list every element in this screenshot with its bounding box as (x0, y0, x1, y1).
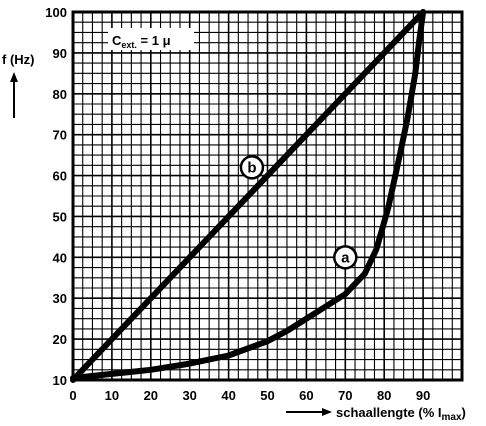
y-tick-label: 80 (53, 87, 67, 102)
y-tick-label: 20 (53, 332, 67, 347)
x-tick-label: 20 (144, 388, 158, 403)
series-line-b (70, 9, 427, 383)
y-tick-label: 60 (53, 169, 67, 184)
x-axis-label: schaallengte (% Imax) (336, 405, 466, 423)
x-tick-label: 60 (299, 388, 313, 403)
series-label-b: b (247, 159, 256, 176)
y-tick-label: 100 (45, 5, 67, 20)
y-tick-label: 10 (53, 373, 67, 388)
series-label-circle-a (333, 245, 358, 270)
y-tick-label: 40 (53, 250, 67, 265)
y-tick-label: 30 (53, 291, 67, 306)
series-labels: ba (239, 155, 358, 270)
x-tick-label: 0 (69, 388, 76, 403)
x-tick-label: 70 (338, 388, 352, 403)
x-tick-label: 50 (260, 388, 274, 403)
y-tick-label: 50 (53, 209, 67, 224)
series-line-a (70, 9, 427, 381)
x-axis-arrow-head (322, 408, 332, 416)
x-tick-label: 30 (182, 388, 196, 403)
y-axis-label-group: f (Hz) (2, 52, 35, 118)
y-tick-label: 90 (53, 46, 67, 61)
plot-border (71, 10, 464, 382)
series (70, 9, 427, 383)
series-label-circle-b (239, 155, 265, 180)
grid (72, 11, 463, 381)
series-label-a: a (341, 249, 350, 266)
x-axis-label-group: schaallengte (% Imax) (286, 405, 466, 423)
plot-frame (71, 10, 464, 382)
x-tick-label: 10 (105, 388, 119, 403)
y-axis-label: f (Hz) (2, 52, 35, 67)
annotation-background (108, 28, 194, 50)
y-axis-arrow-head (10, 72, 18, 82)
y-tick-label: 70 (53, 128, 67, 143)
annotation: Cext. = 1 μ (108, 28, 194, 50)
annotation-text: Cext. = 1 μ (112, 33, 171, 50)
x-tick-label: 40 (221, 388, 235, 403)
x-tick-label: 80 (377, 388, 391, 403)
x-tick-label: 90 (416, 388, 430, 403)
